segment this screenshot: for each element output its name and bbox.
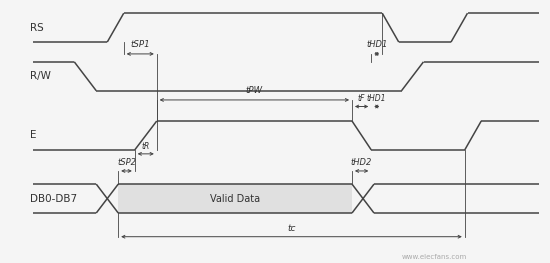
Text: E: E [30,130,37,140]
Text: tR: tR [142,142,150,151]
Text: Valid Data: Valid Data [210,194,260,204]
Text: tSP2: tSP2 [117,158,136,167]
Text: tPW: tPW [246,86,263,95]
Text: tHD1: tHD1 [367,94,387,103]
Text: tSP1: tSP1 [130,40,150,49]
Text: R/W: R/W [30,71,51,81]
Polygon shape [118,184,352,213]
Text: tHD1: tHD1 [366,40,387,49]
Text: tF: tF [358,94,365,103]
Text: DB0-DB7: DB0-DB7 [30,194,78,204]
Text: tHD2: tHD2 [351,158,372,167]
Text: tc: tc [287,224,296,233]
Text: www.elecfans.com: www.elecfans.com [402,254,467,260]
Text: RS: RS [30,23,44,33]
